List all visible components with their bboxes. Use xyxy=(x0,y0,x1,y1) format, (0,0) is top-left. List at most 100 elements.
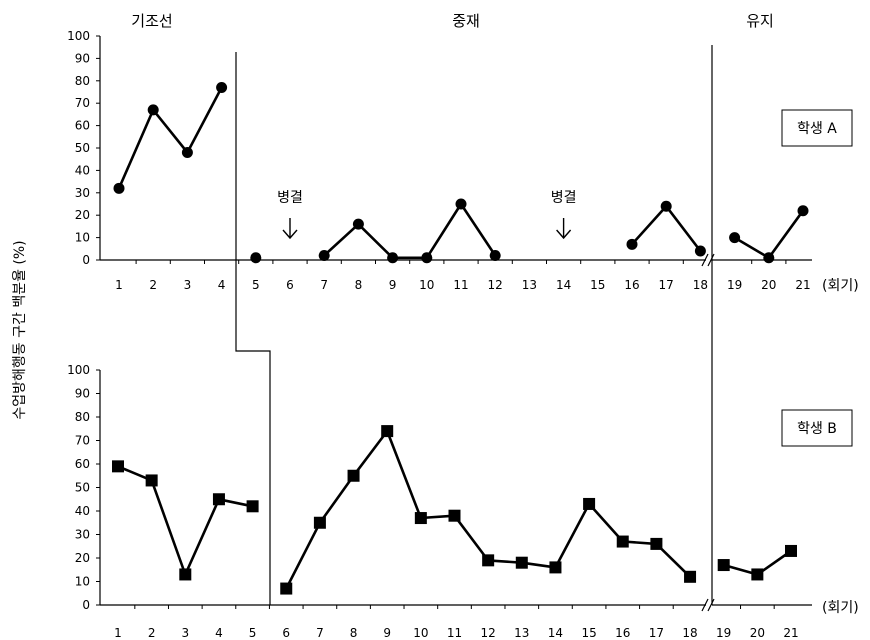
panel-b-x-tick-label: 4 xyxy=(215,626,223,640)
panel-b-data-point xyxy=(313,516,326,529)
phase-change-line-baseline xyxy=(235,52,271,605)
y-axis-title: 수업방해행동 구간 백분율 (%) xyxy=(12,240,28,419)
panel-b-y-tick-label: 0 xyxy=(82,598,90,612)
down-arrow-icon-head xyxy=(556,229,572,240)
panel-b-y-tick-label: 90 xyxy=(75,387,90,401)
panel-b-data-point xyxy=(179,568,192,581)
panel-a-x-tick-label: 14 xyxy=(556,278,571,292)
panel-a-x-tick-label: 20 xyxy=(761,278,776,292)
panel-a-y-tick-label: 80 xyxy=(75,74,90,88)
panel-a-data-point xyxy=(763,252,775,264)
panel-a-x-tick-label: 3 xyxy=(184,278,192,292)
panel-b-axis-break-1 xyxy=(701,598,709,612)
panel-b-x-tick-label: 3 xyxy=(181,626,189,640)
phase-label-intervention: 중재 xyxy=(452,12,480,30)
phase-label-baseline: 기조선 xyxy=(131,12,172,30)
panel-b-x-tick-label: 14 xyxy=(548,626,563,640)
panel-b-x-tick-label: 12 xyxy=(481,626,496,640)
panel-a-y-tick-label: 10 xyxy=(75,231,90,245)
panel-a-y-tick-label: 60 xyxy=(75,119,90,133)
panel-a-data-point xyxy=(694,245,706,257)
panel-a-x-tick-label: 12 xyxy=(488,278,503,292)
panel-a-x-tick-label: 5 xyxy=(252,278,260,292)
series-layer xyxy=(112,82,809,595)
panel-b-x-tick-label: 21 xyxy=(783,626,798,640)
panel-a-x-tick-label: 16 xyxy=(624,278,639,292)
panel-a-data-point xyxy=(729,232,741,244)
panel-a-data-point xyxy=(181,146,193,158)
panel-a-x-tick-label: 18 xyxy=(693,278,708,292)
panel-a-x-tick-label: 17 xyxy=(659,278,674,292)
panel-a-axis-break-2 xyxy=(707,253,715,267)
panel-a-x-tick-label: 8 xyxy=(355,278,363,292)
panel-a-y-tick-label: 30 xyxy=(75,186,90,200)
panel-a-data-point xyxy=(113,182,125,194)
panel-b-y-tick-label: 10 xyxy=(75,575,90,589)
panel-a-data-point xyxy=(216,82,228,94)
panel-b-x-tick-label: 17 xyxy=(649,626,664,640)
panel-b-data-point xyxy=(751,568,764,581)
panel-b-x-tick-label: 16 xyxy=(615,626,630,640)
panel-a-label: 학생 A xyxy=(797,121,837,137)
panel-b-x-tick-label: 10 xyxy=(413,626,428,640)
panel-a-y-tick-label: 70 xyxy=(75,96,90,110)
panel-a-data-point xyxy=(147,104,159,116)
panel-b-data-point xyxy=(583,497,596,510)
absence-annotation-label: 병결 xyxy=(551,190,577,206)
panel-a-y-tick-label: 90 xyxy=(75,51,90,65)
panel-b-data-point xyxy=(650,537,663,550)
panel-b-x-tick-label: 15 xyxy=(581,626,596,640)
panel-b-data-point xyxy=(246,500,259,513)
panel-b-data-point xyxy=(515,556,528,569)
panel-a-data-point xyxy=(455,198,467,210)
panel-b-x-tick-label: 5 xyxy=(249,626,257,640)
panel-a-series-line xyxy=(631,204,702,252)
panel-a-x-tick-label: 10 xyxy=(419,278,434,292)
panel-a-data-point xyxy=(660,200,672,212)
panel-b-x-tick-label: 8 xyxy=(350,626,358,640)
panel-a-data-point xyxy=(352,218,364,230)
annotations-layer: 병결 병결 xyxy=(277,190,577,240)
panel-a-x-tick-label: 15 xyxy=(590,278,605,292)
panel-a-x-unit: (회기) xyxy=(822,278,859,294)
panel-b-label-box xyxy=(781,409,853,447)
panel-b-x-tick-label: 13 xyxy=(514,626,529,640)
panel-b-data-point xyxy=(414,512,427,525)
panel-b-axis-break-2 xyxy=(707,598,715,612)
panel-b-y-tick-label: 30 xyxy=(75,528,90,542)
panel-b-y-tick-label: 40 xyxy=(75,504,90,518)
panel-b-x-unit: (회기) xyxy=(822,600,859,616)
panel-a-x-tick-label: 9 xyxy=(389,278,397,292)
panel-a-data-point xyxy=(387,252,399,264)
panel-a-x-tick-label: 4 xyxy=(218,278,226,292)
panel-a-axis-break-1 xyxy=(701,253,709,267)
panel-b-y-tick-label: 80 xyxy=(75,410,90,424)
absence-annotation-label: 병결 xyxy=(277,190,303,206)
panel-b-x-tick-label: 19 xyxy=(716,626,731,640)
phase-label-maintenance: 유지 xyxy=(746,12,774,30)
panel-a-y-tick-label: 50 xyxy=(75,141,90,155)
panel-a-series-line xyxy=(117,86,223,189)
panel-b-data-point xyxy=(347,469,360,482)
panel-b-x-tick-label: 11 xyxy=(447,626,462,640)
panel-a-label-box xyxy=(781,109,853,147)
panel-b-data-point xyxy=(482,554,495,567)
panel-b-x-tick-label: 20 xyxy=(750,626,765,640)
panel-a-data-point xyxy=(318,250,330,262)
panel-b-x-tick-label: 1 xyxy=(114,626,122,640)
panel-a-y-tick-label: 20 xyxy=(75,208,90,222)
panel-b-data-point xyxy=(684,570,697,583)
panel-a-x-tick-label: 7 xyxy=(320,278,328,292)
panel-a-y-tick-label: 100 xyxy=(67,29,90,43)
panel-b-x-tick-label: 7 xyxy=(316,626,324,640)
panel-b-data-point xyxy=(381,425,394,438)
panel-a-x-tick-label: 13 xyxy=(522,278,537,292)
panel-a-y-tick-label: 40 xyxy=(75,163,90,177)
panel-a-data-point xyxy=(489,250,501,262)
panel-a-x-tick-label: 11 xyxy=(453,278,468,292)
panel-b-y-tick-label: 100 xyxy=(67,363,90,377)
panel-a-y-tick-label: 0 xyxy=(82,253,90,267)
panel-b-x-tick-label: 2 xyxy=(148,626,156,640)
